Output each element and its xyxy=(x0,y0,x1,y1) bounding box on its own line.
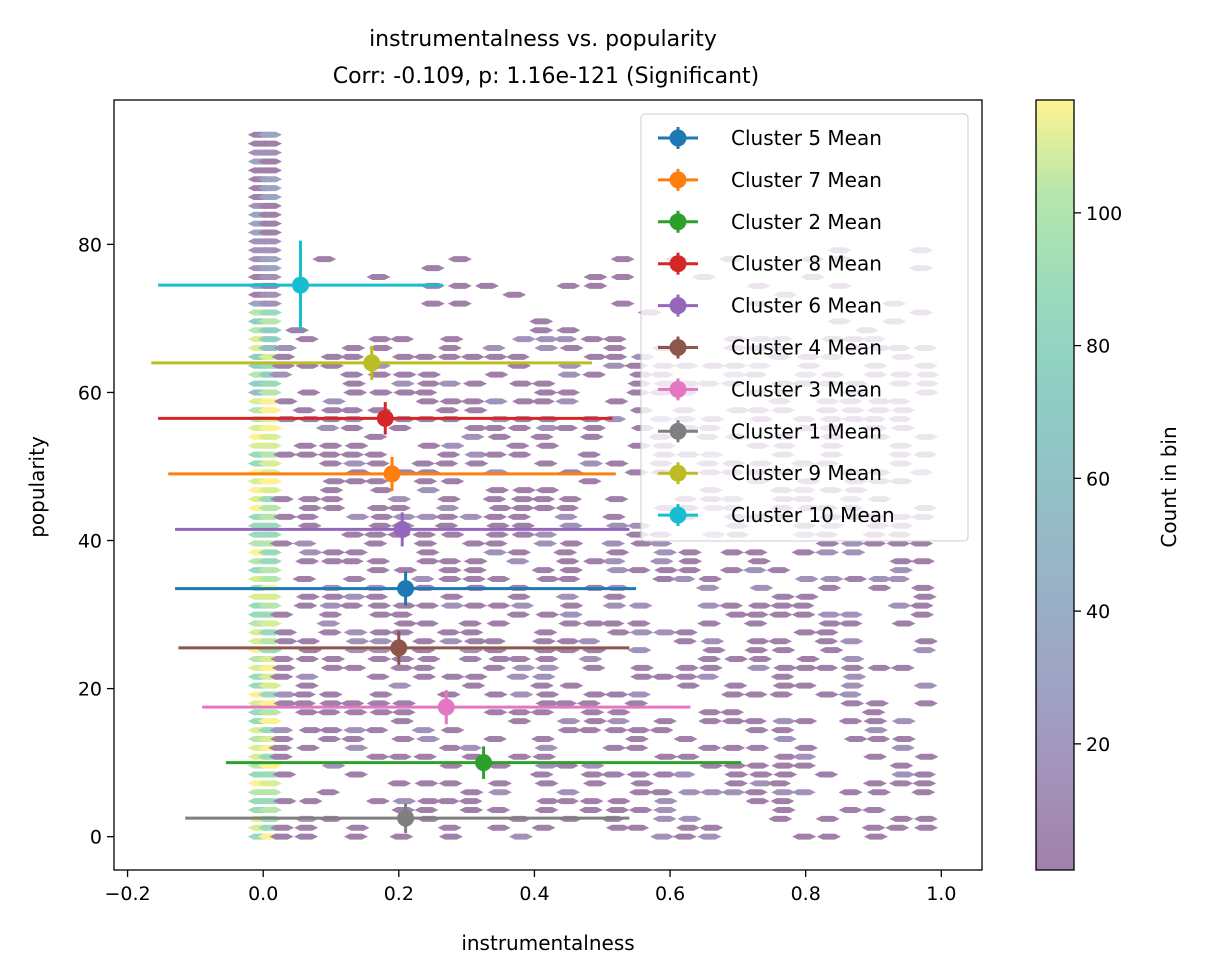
legend-entry: Cluster 3 Mean xyxy=(658,377,882,401)
y-tick-label: 60 xyxy=(78,382,102,404)
legend-label: Cluster 9 Mean xyxy=(731,461,882,485)
cluster-mean-3 xyxy=(225,746,742,779)
legend-label: Cluster 4 Mean xyxy=(731,336,882,360)
legend-label: Cluster 3 Mean xyxy=(731,377,882,401)
x-tick-label: −0.2 xyxy=(104,883,150,905)
legend-marker xyxy=(669,213,687,231)
legend-label: Cluster 8 Mean xyxy=(731,252,882,276)
cluster-mean-2 xyxy=(168,456,616,491)
mean-point xyxy=(475,754,493,772)
legend-label: Cluster 7 Mean xyxy=(731,168,882,192)
colorbar-ticks: 20 40 60 80 100 xyxy=(1074,203,1122,756)
legend-marker xyxy=(669,255,687,273)
legend-entry: Cluster 8 Mean xyxy=(658,252,882,276)
x-tick-label: 0.2 xyxy=(384,883,414,905)
x-tick-label: 0.4 xyxy=(519,883,549,905)
y-axis-ticks: 0 20 40 60 80 xyxy=(78,234,114,849)
plot-area-frame xyxy=(113,99,983,871)
cluster-mean-10 xyxy=(158,240,443,330)
legend-marker xyxy=(669,297,687,315)
legend-marker xyxy=(669,464,687,482)
chart-title: instrumentalness vs. popularity xyxy=(369,27,717,52)
colorbar-tick-label: 80 xyxy=(1086,336,1110,358)
y-tick-label: 40 xyxy=(78,531,102,553)
legend-label: Cluster 6 Mean xyxy=(731,294,882,318)
x-axis-label: instrumentalness xyxy=(461,931,634,955)
legend-entry: Cluster 10 Mean xyxy=(658,503,895,527)
x-axis-ticks: −0.2 0.0 0.2 0.4 0.6 0.8 1.0 xyxy=(104,870,956,905)
mean-point xyxy=(376,409,394,427)
cluster-mean-4 xyxy=(158,402,613,435)
mean-point xyxy=(397,580,415,598)
legend-entry: Cluster 1 Mean xyxy=(658,419,882,443)
legend-entry: Cluster 5 Mean xyxy=(658,126,882,150)
cluster-mean-1 xyxy=(175,571,637,606)
legend-entry: Cluster 2 Mean xyxy=(658,210,882,234)
legend-marker xyxy=(669,171,687,189)
mean-point xyxy=(393,520,411,538)
mean-point xyxy=(363,354,381,372)
y-tick-label: 80 xyxy=(78,234,102,256)
cluster-mean-6 xyxy=(178,630,630,665)
x-tick-label: 1.0 xyxy=(926,883,956,905)
legend-marker xyxy=(669,422,687,440)
mean-point xyxy=(383,465,401,483)
legend-entry: Cluster 7 Mean xyxy=(658,168,882,192)
mean-point xyxy=(437,698,455,716)
legend-label: Cluster 2 Mean xyxy=(731,210,882,234)
legend-label: Cluster 1 Mean xyxy=(731,419,882,443)
y-tick-label: 0 xyxy=(90,827,102,849)
colorbar-tick-label: 60 xyxy=(1086,468,1110,490)
cluster-means xyxy=(151,240,742,833)
chart-subtitle: Corr: -0.109, p: 1.16e-121 (Significant) xyxy=(333,64,760,89)
x-tick-label: 0.6 xyxy=(655,883,685,905)
legend-marker xyxy=(669,129,687,147)
colorbar-gradient xyxy=(1036,100,1074,870)
colorbar-tick-label: 100 xyxy=(1086,203,1122,225)
mean-point xyxy=(390,639,408,657)
legend-marker xyxy=(669,506,687,524)
legend-entry: Cluster 4 Mean xyxy=(658,336,882,360)
legend-entry: Cluster 9 Mean xyxy=(658,461,882,485)
legend-marker xyxy=(669,339,687,356)
legend-entry: Cluster 6 Mean xyxy=(658,294,882,318)
legend-label: Cluster 5 Mean xyxy=(731,126,882,150)
legend: Cluster 5 Mean Cluster 7 Mean Cluster 2 Me… xyxy=(640,113,969,542)
mean-point xyxy=(397,809,415,827)
y-axis-label: popularity xyxy=(25,436,49,538)
legend-marker xyxy=(669,380,687,398)
x-tick-label: 0.8 xyxy=(791,883,821,905)
cluster-mean-5 xyxy=(175,512,630,547)
colorbar-tick-label: 40 xyxy=(1086,601,1110,623)
y-tick-label: 20 xyxy=(78,679,102,701)
cluster-mean-9 xyxy=(151,345,593,380)
x-tick-label: 0.0 xyxy=(248,883,278,905)
cluster-mean-8 xyxy=(185,803,630,833)
colorbar-tick-label: 20 xyxy=(1086,734,1110,756)
cluster-mean-7 xyxy=(202,690,691,725)
colorbar: 20 40 60 80 100 Count in bin xyxy=(1035,99,1181,871)
colorbar-label: Count in bin xyxy=(1157,426,1181,547)
mean-point xyxy=(291,276,309,294)
legend-label: Cluster 10 Mean xyxy=(731,503,895,527)
